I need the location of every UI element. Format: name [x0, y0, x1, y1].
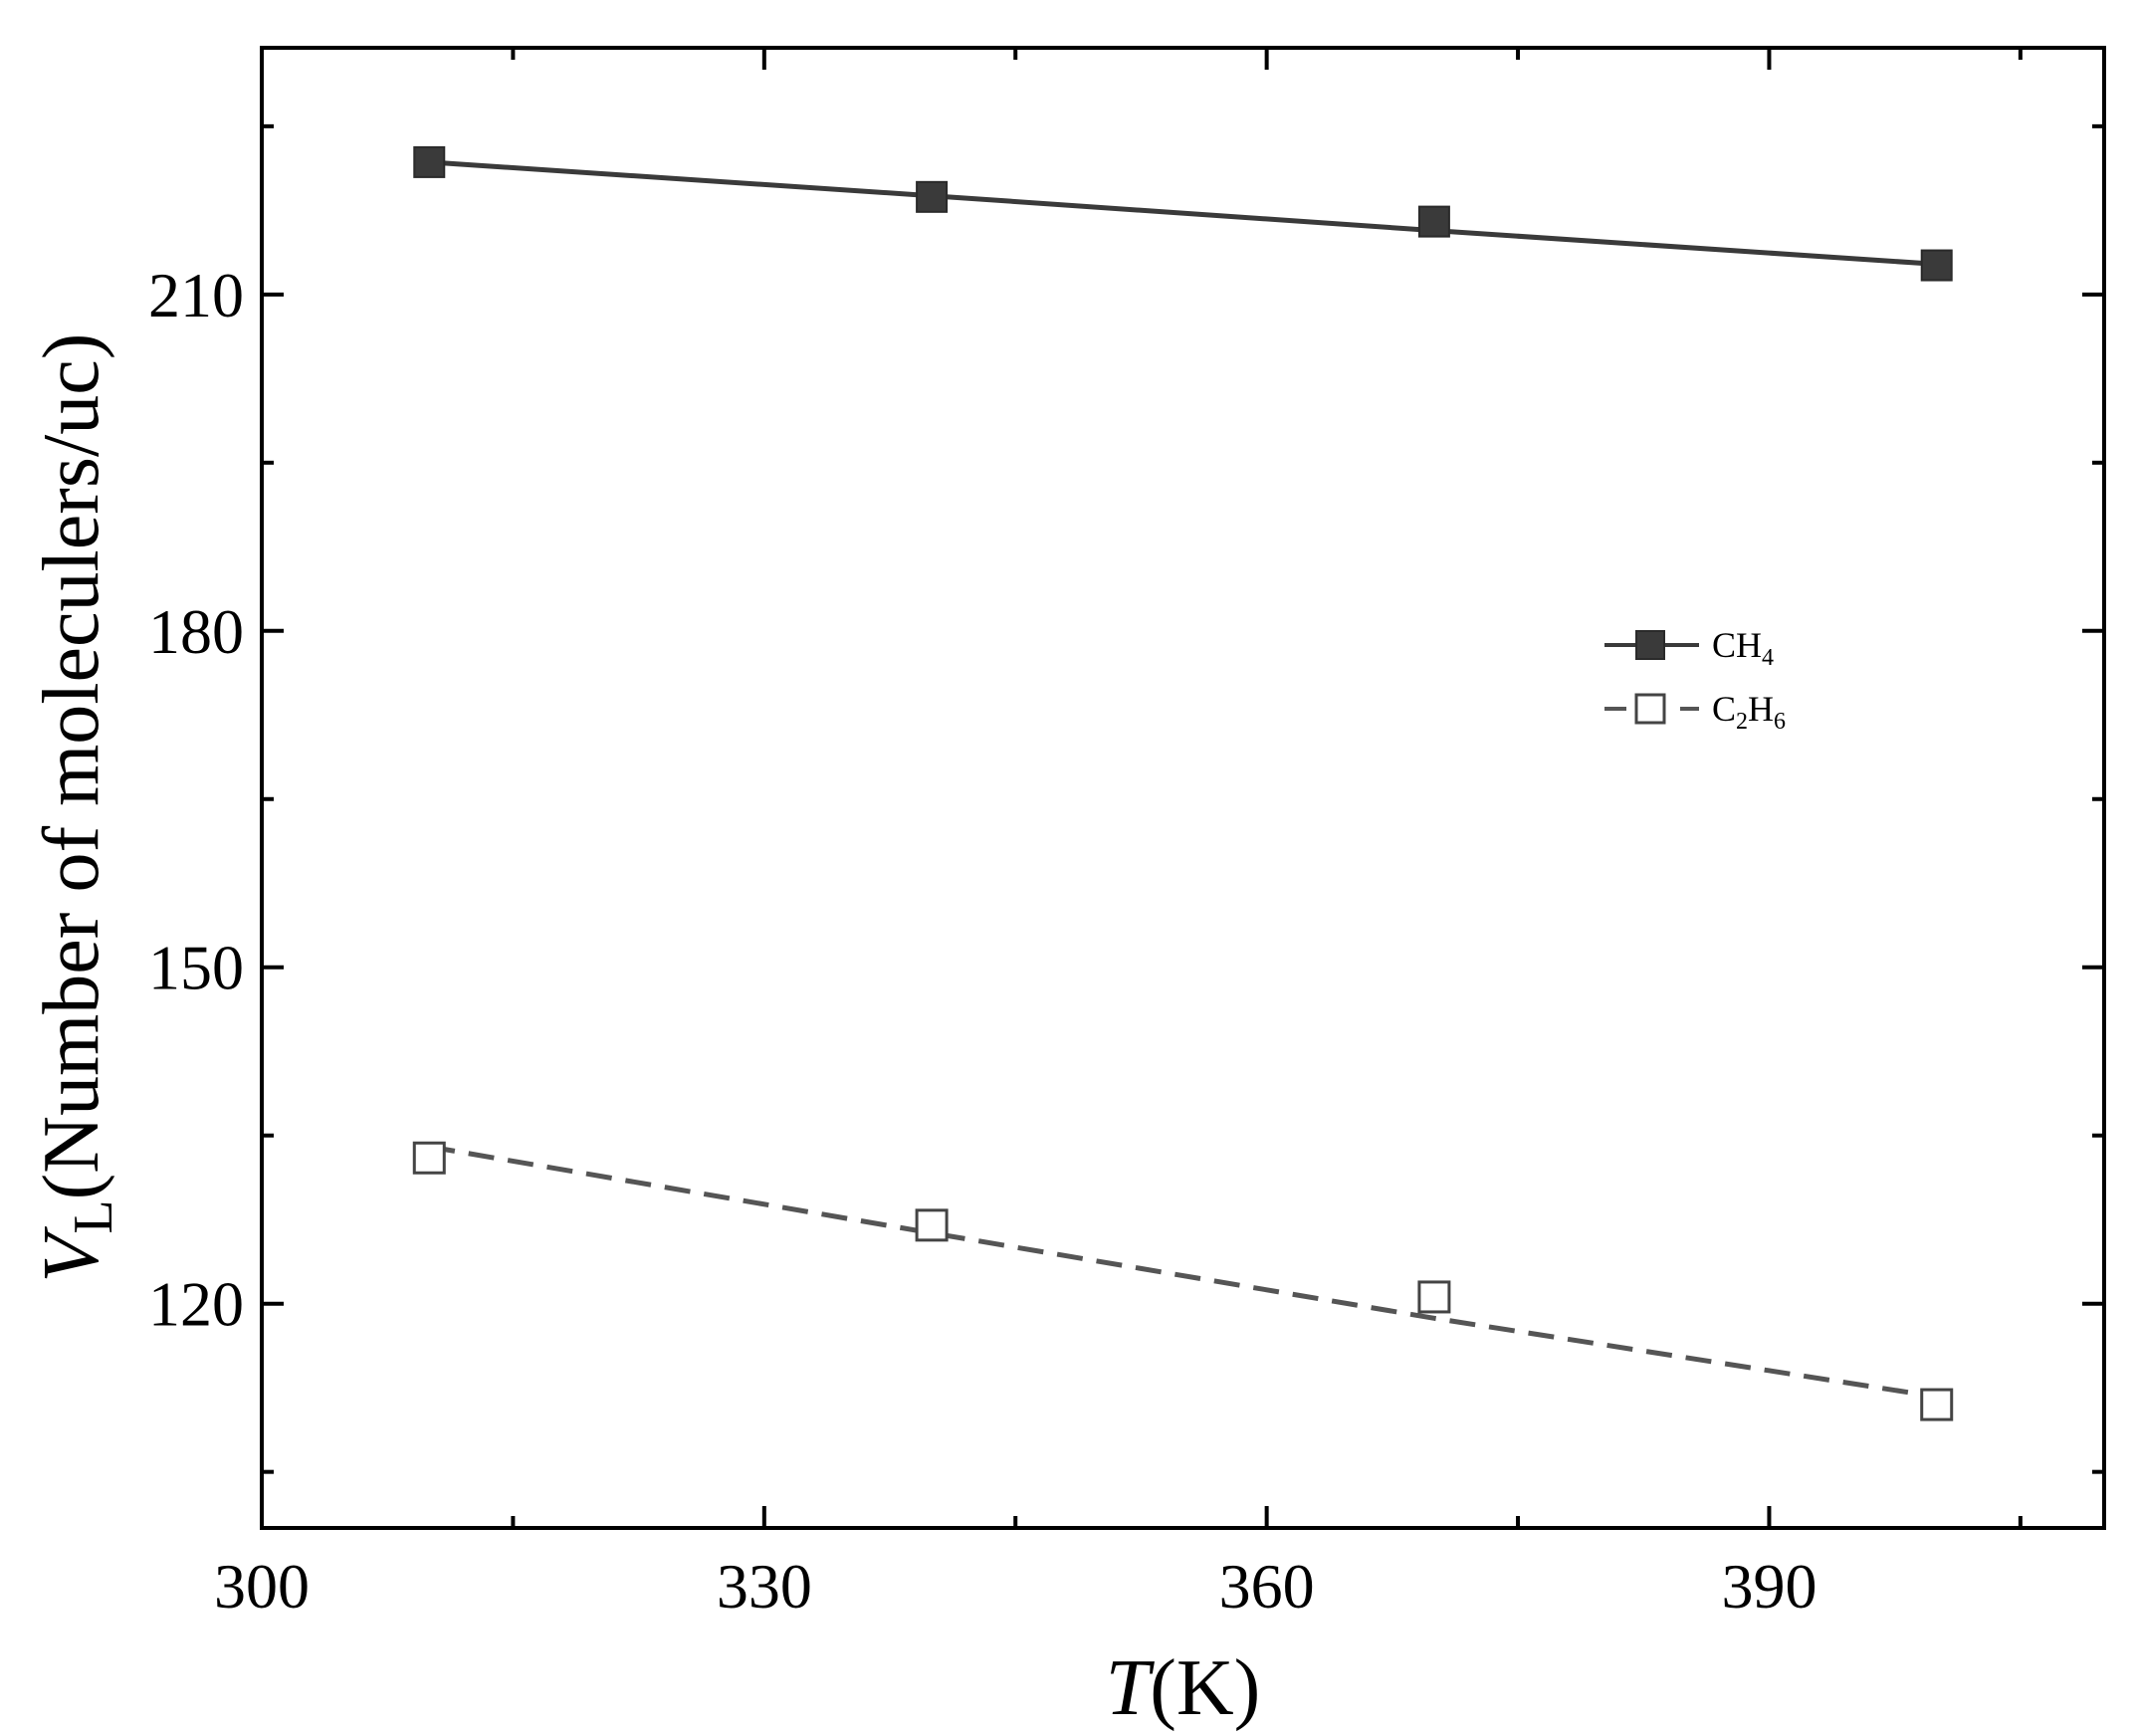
y-axis-title-rest: (Number of moleculers/uc): [28, 333, 115, 1200]
fit-line-ch4: [429, 159, 1937, 267]
data-markers: [412, 145, 1954, 1421]
data-point-ch4: [413, 145, 446, 178]
data-point-ch4: [1920, 249, 1953, 282]
legend-label-ch4-main: CH: [1712, 625, 1762, 665]
x-tick-label: 390: [1721, 1551, 1816, 1622]
legend-label-c2h6-part1: 2: [1736, 709, 1748, 735]
legend-marker-c2h6: [1634, 693, 1666, 725]
y-axis-title-sub: L: [63, 1199, 124, 1233]
data-point-c2h6: [1920, 1388, 1954, 1421]
y-axis-title-italic: V: [28, 1225, 115, 1282]
y-axis-title: VL(Number of moleculers/uc): [28, 333, 124, 1283]
x-tick-label: 300: [214, 1551, 310, 1622]
tick-labels: 300 330 360 390 120 150 180 210: [148, 260, 1816, 1622]
fit-line-c2h6: [428, 1144, 1938, 1400]
y-tick-label: 180: [148, 596, 244, 667]
fit-lines: [428, 159, 1938, 1400]
axis-ticks: [260, 48, 2104, 1528]
legend-label-c2h6: C2H6: [1712, 689, 1786, 735]
legend-label-c2h6-part3: 6: [1774, 709, 1786, 735]
legend-label-c2h6-part2: H: [1748, 689, 1774, 729]
legend-label-ch4: CH4: [1712, 625, 1774, 671]
legend-label-ch4-sub: 4: [1762, 645, 1774, 671]
legend-marker-ch4: [1635, 630, 1665, 660]
y-tick-label: 210: [148, 260, 244, 330]
x-axis-title-rest: (K): [1150, 1644, 1260, 1732]
data-point-c2h6: [1417, 1280, 1451, 1314]
data-point-ch4: [1417, 205, 1450, 238]
data-point-c2h6: [915, 1208, 949, 1242]
y-tick-label: 150: [148, 933, 244, 1003]
x-tick-label: 360: [1219, 1551, 1315, 1622]
legend: CH4 C2H6: [1604, 625, 1786, 735]
x-tick-label: 330: [717, 1551, 812, 1622]
plot-frame: [260, 46, 2106, 1530]
y-tick-label: 120: [148, 1269, 244, 1340]
data-point-c2h6: [412, 1141, 446, 1175]
legend-label-c2h6-part0: C: [1712, 689, 1736, 729]
x-axis-title: T(K): [1106, 1644, 1261, 1732]
x-axis-title-italic: T: [1106, 1644, 1156, 1732]
data-point-ch4: [916, 180, 949, 213]
